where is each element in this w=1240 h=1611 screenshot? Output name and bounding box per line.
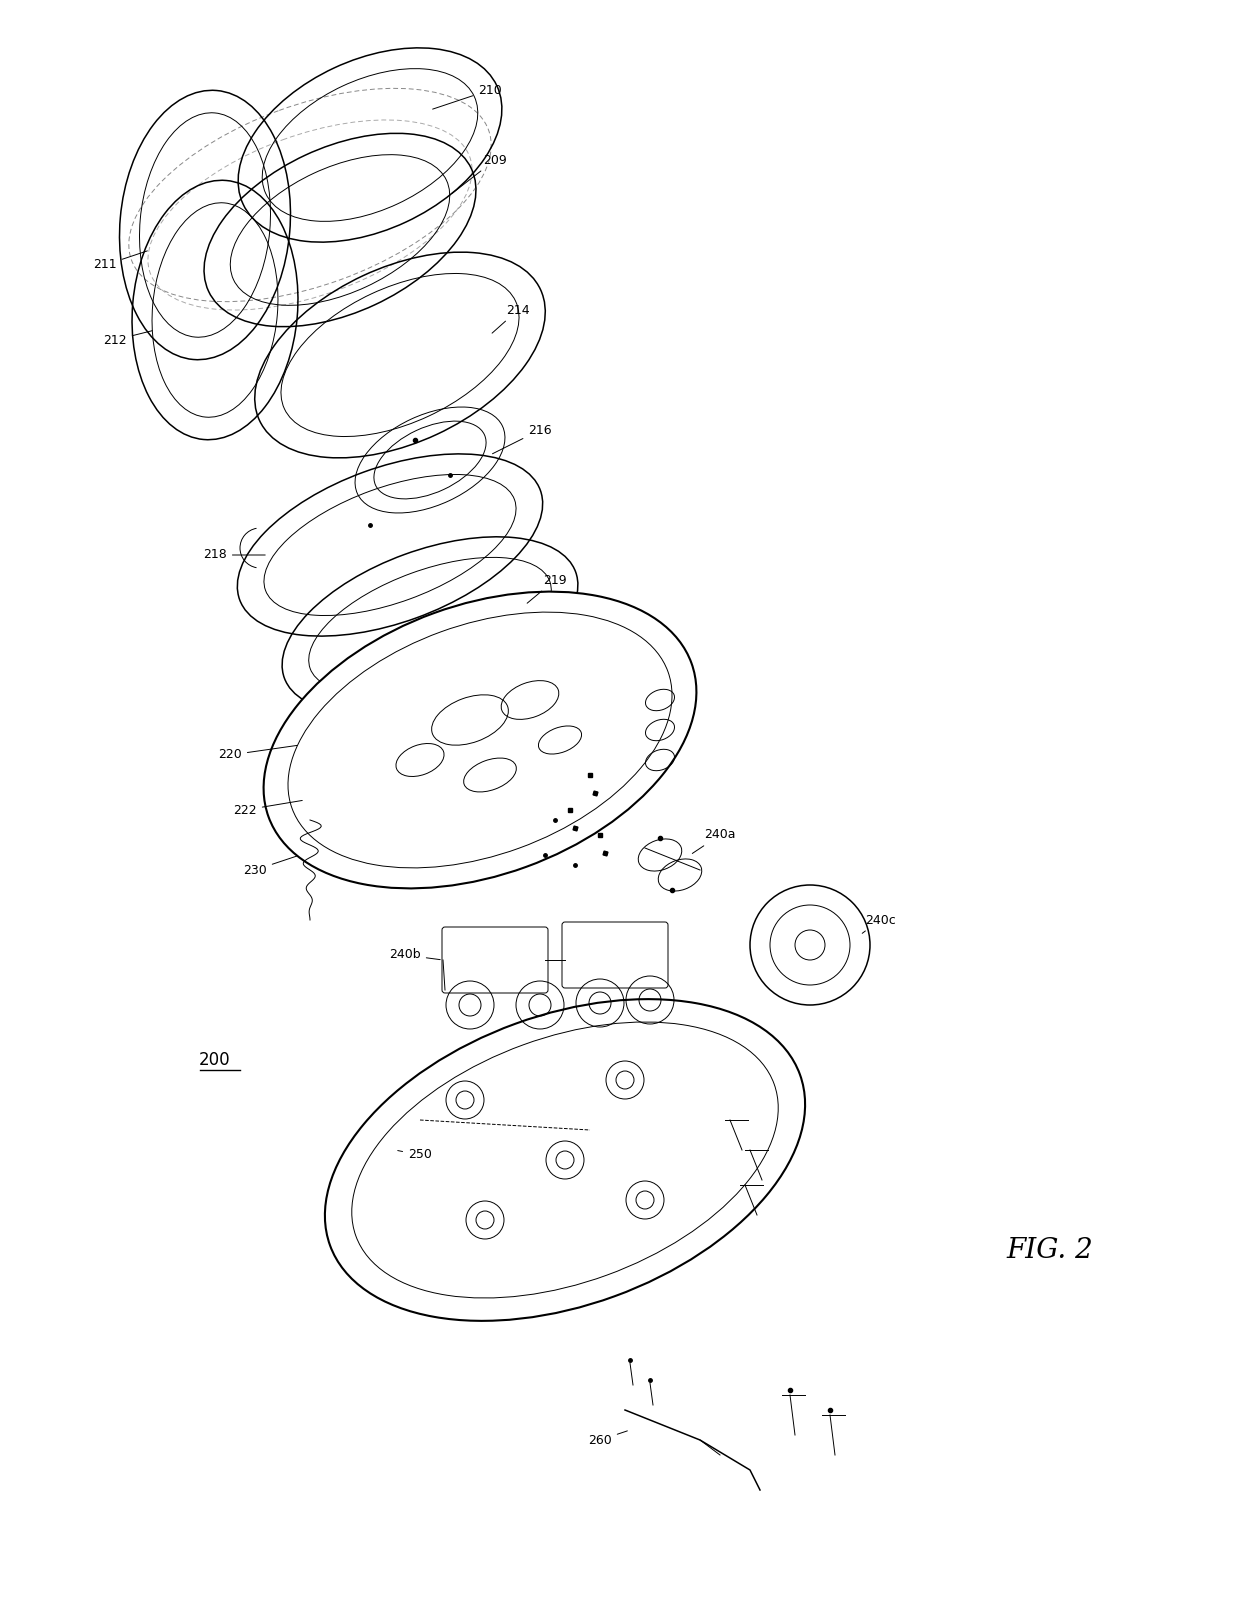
Ellipse shape	[264, 591, 697, 888]
Text: 220: 220	[218, 746, 298, 762]
Text: 210: 210	[433, 84, 502, 110]
Text: 211: 211	[93, 251, 148, 272]
Text: 240c: 240c	[862, 913, 895, 933]
Text: 240a: 240a	[692, 828, 735, 854]
Text: 260: 260	[588, 1431, 627, 1447]
Text: FIG. 2: FIG. 2	[1007, 1237, 1094, 1263]
Text: 230: 230	[243, 855, 298, 876]
Text: 214: 214	[492, 303, 529, 333]
Text: 218: 218	[203, 548, 265, 562]
Text: 216: 216	[492, 424, 552, 454]
Text: 212: 212	[103, 330, 153, 346]
Text: 240b: 240b	[389, 949, 440, 962]
Text: 200: 200	[200, 1050, 231, 1070]
Text: 209: 209	[453, 153, 507, 193]
Text: 222: 222	[233, 801, 303, 817]
Ellipse shape	[325, 999, 805, 1321]
Text: 219: 219	[527, 574, 567, 603]
Text: 250: 250	[398, 1149, 432, 1162]
